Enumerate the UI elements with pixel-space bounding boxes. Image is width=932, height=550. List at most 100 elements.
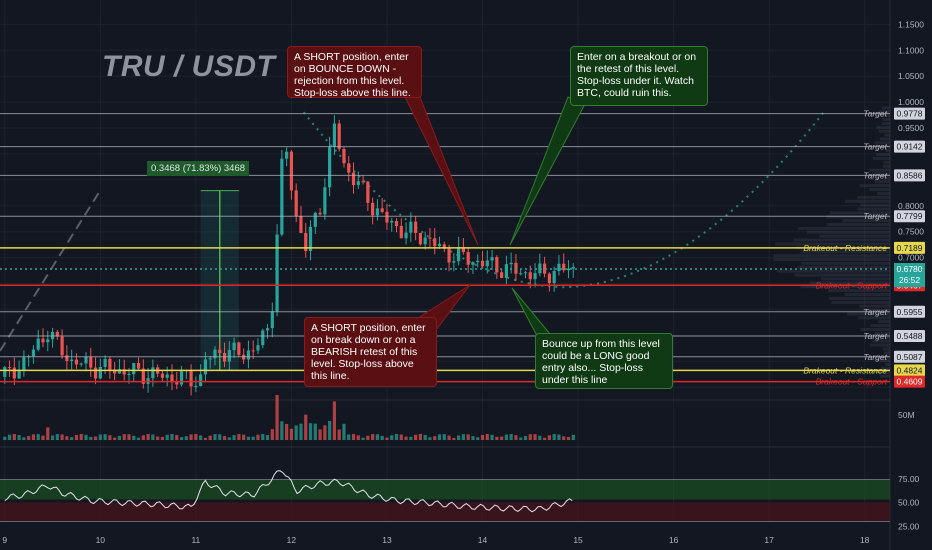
rsi-pane [0, 470, 890, 522]
volume-bar [127, 434, 131, 440]
volume-profile-bar [883, 347, 890, 351]
volume-profile-bar [857, 207, 890, 211]
volume-profile-bar [828, 296, 890, 300]
volume-bar [562, 436, 566, 440]
level-price-tag [894, 241, 925, 254]
level-price-tag-label: 0.4824 [897, 365, 923, 375]
candle-body [461, 247, 465, 253]
volume-bar [394, 434, 399, 440]
level-price-tag [894, 107, 925, 120]
x-tick-label: 12 [287, 535, 297, 545]
candle-body [93, 367, 98, 379]
y-tick-label: 0.7500 [898, 227, 924, 237]
volume-profile-bar [878, 110, 890, 114]
candle-body [533, 273, 537, 280]
symbol-title: TRU / USDT [102, 50, 276, 83]
callout-short-bottom[interactable]: A SHORT position, enter on break down or… [304, 317, 437, 387]
volume-bar [285, 423, 289, 440]
volume-bar [222, 436, 227, 440]
candle-body [313, 212, 317, 227]
candle-body [36, 338, 40, 350]
volume-profile-bar [801, 261, 890, 265]
volume-bar [452, 437, 456, 440]
callout-breakout-top[interactable]: Enter on a breakout or on the retest of … [570, 46, 708, 106]
volume-profile-bar [846, 312, 890, 316]
volume-bar [189, 434, 193, 440]
volume-profile-bar [877, 191, 890, 195]
volume-bar [495, 436, 499, 440]
candle-body [328, 147, 332, 188]
volume-bar [557, 434, 561, 440]
volume-profile-bar [882, 118, 890, 122]
volume-profile-bar [857, 195, 890, 199]
candle-body [199, 374, 203, 386]
volume-bar [108, 435, 112, 440]
volume-bar [328, 421, 332, 440]
volume-profile-bar [773, 258, 890, 262]
volume-bar [485, 434, 489, 440]
candle-body [566, 268, 571, 271]
candle-body [170, 374, 174, 382]
level-name: Brakeout - Support [816, 280, 888, 290]
candle-body [270, 311, 274, 329]
candle-body [366, 181, 370, 203]
candle-body [113, 369, 117, 374]
candle-body [337, 123, 341, 149]
current-price-tag [894, 263, 925, 288]
volume-bar [136, 437, 141, 440]
candle-body [194, 385, 198, 387]
candle-body [108, 358, 112, 370]
level-price-tag-label: 0.9778 [897, 109, 923, 119]
volume-bar [385, 437, 389, 440]
volume-bar [203, 437, 208, 440]
volume-bar [175, 434, 179, 440]
volume-bar [218, 434, 222, 440]
volume-bar [399, 434, 403, 440]
volume-bar [280, 421, 284, 440]
callout-short-top[interactable]: A SHORT position, enter on BOUNCE DOWN -… [287, 46, 422, 99]
volume-profile-bar [831, 300, 890, 304]
volume-bar [523, 435, 528, 440]
candle-body [356, 181, 360, 186]
level-price-tag-label: 0.7189 [897, 243, 923, 253]
candle-body [423, 237, 427, 245]
volume-bar [199, 435, 203, 440]
volume-profile-bar [881, 366, 890, 370]
volume-bar [437, 434, 442, 440]
candle-body [22, 357, 26, 371]
volume-profile-bar [869, 168, 890, 172]
candle-body [280, 158, 284, 235]
volume-profile-bar [821, 277, 890, 281]
volume-profile-bar [869, 188, 890, 192]
volume-bar [141, 435, 145, 440]
candle-body [213, 349, 217, 359]
volume-bar [342, 423, 346, 440]
candle-body [447, 248, 451, 263]
candle-body [371, 202, 375, 216]
candle-body [342, 148, 346, 164]
volume-profile-bar [773, 254, 890, 258]
level-name: Target [863, 352, 887, 362]
candle-body [261, 330, 265, 346]
candle-body [538, 263, 542, 274]
volume-bar [323, 425, 327, 440]
trend-arc [302, 111, 825, 289]
volume-bar [275, 394, 279, 440]
volume-bar [70, 437, 74, 440]
volume-bar [433, 436, 437, 440]
candle-body [103, 358, 107, 367]
callout-bounce-bottom[interactable]: Bounce up from this level could be a LON… [535, 333, 673, 389]
level-price-tag [894, 375, 925, 388]
volume-bar [256, 434, 260, 440]
volume-profile-bar [801, 250, 890, 254]
volume-profile-bar [875, 331, 890, 335]
level-price-tag-label: 0.5488 [897, 331, 923, 341]
candle-body [160, 373, 165, 378]
candle-body [60, 336, 64, 356]
current-price-countdown: 26:52 [899, 275, 921, 285]
volume-bar [447, 435, 451, 440]
candle-body [179, 371, 184, 385]
volume-bar [93, 436, 98, 440]
